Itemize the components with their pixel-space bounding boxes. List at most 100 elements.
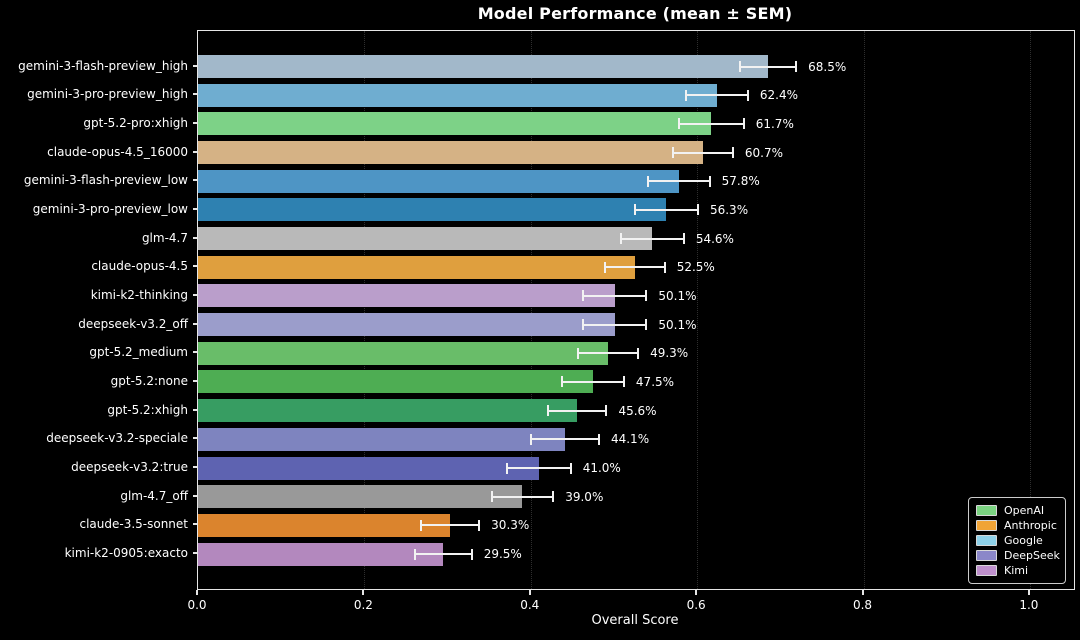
error-bar-cap-right xyxy=(746,89,749,101)
x-tick xyxy=(861,590,864,595)
error-bar-cap-left xyxy=(506,462,509,474)
error-bar xyxy=(648,180,710,183)
y-tick-label: claude-3.5-sonnet xyxy=(79,517,188,532)
error-bar xyxy=(415,553,472,556)
error-bar-cap-left xyxy=(414,548,417,560)
plot-area: 68.5% 62.4% 61.7% 60.7% 57.8% 56.3% 54.6% 52.5%… xyxy=(197,30,1075,590)
bar xyxy=(198,255,635,279)
y-tick-label: glm-4.7 xyxy=(141,230,188,245)
value-label: 30.3% xyxy=(491,518,530,533)
error-bar xyxy=(507,467,571,470)
error-bar-cap-left xyxy=(647,175,650,187)
y-tick xyxy=(193,322,197,325)
value-label: 60.7% xyxy=(744,145,784,160)
chart-title: Model Performance (mean ± SEM) xyxy=(477,4,793,23)
x-tick xyxy=(695,590,698,595)
error-bar-cap-left xyxy=(619,233,622,245)
error-bar-cap-right xyxy=(569,462,572,474)
gridline xyxy=(1029,31,1031,589)
bar xyxy=(198,112,712,136)
value-label: 45.6% xyxy=(618,403,657,418)
x-tick xyxy=(362,590,365,595)
y-tick xyxy=(193,408,197,411)
y-tick xyxy=(193,121,197,124)
gridline xyxy=(530,31,532,589)
error-bar-cap-left xyxy=(577,347,580,359)
legend-entry: Google xyxy=(976,534,1058,547)
legend-entry: Kimi xyxy=(976,564,1058,577)
error-bar xyxy=(686,94,748,97)
x-tick-label: 0.4 xyxy=(520,598,540,612)
x-tick-label: 0.0 xyxy=(187,598,207,612)
value-label: 54.6% xyxy=(695,231,734,246)
error-bar-cap-right xyxy=(682,233,685,245)
y-tick xyxy=(193,150,197,153)
error-bar xyxy=(530,438,599,441)
bar xyxy=(198,456,540,480)
bar xyxy=(198,542,444,566)
error-bar-cap-right xyxy=(795,61,798,72)
x-tick-label: 0.8 xyxy=(852,598,873,612)
value-label: 41.0% xyxy=(582,461,621,476)
bar xyxy=(198,399,578,423)
y-tick xyxy=(193,265,197,268)
error-bar xyxy=(604,266,665,269)
y-tick-label: glm-4.7_off xyxy=(120,488,188,503)
error-bar-cap-left xyxy=(672,147,675,159)
bar xyxy=(198,169,679,193)
y-tick xyxy=(193,552,197,555)
y-tick xyxy=(193,293,197,296)
error-bar-cap-left xyxy=(582,290,585,302)
error-bar-cap-right xyxy=(696,204,699,216)
y-tick-label: gpt-5.2_medium xyxy=(89,345,188,360)
y-tick xyxy=(193,437,197,440)
value-label: 68.5% xyxy=(808,59,847,74)
bar xyxy=(198,284,615,308)
error-bar xyxy=(583,323,647,326)
y-tick xyxy=(193,207,197,210)
y-tick-label: gemini-3-flash-preview_high xyxy=(18,58,188,73)
value-label: 50.1% xyxy=(658,317,697,332)
x-tick-label: 0.6 xyxy=(686,598,706,612)
gridline xyxy=(364,31,366,589)
y-tick-label: gpt-5.2:xhigh xyxy=(107,402,188,417)
y-tick-label: gpt-5.2:none xyxy=(110,373,188,388)
y-tick xyxy=(193,179,197,182)
error-bar-cap-right xyxy=(731,147,734,159)
y-tick xyxy=(193,236,197,239)
legend-swatch xyxy=(976,550,997,561)
error-bar-cap-left xyxy=(677,118,680,130)
x-tick xyxy=(1027,590,1030,595)
bar xyxy=(198,341,609,365)
error-bar-cap-right xyxy=(742,118,745,130)
error-bar-cap-left xyxy=(529,433,532,445)
legend-label: Kimi xyxy=(1004,564,1029,577)
x-axis-title: Overall Score xyxy=(591,613,679,628)
y-tick xyxy=(193,494,197,497)
y-tick xyxy=(193,93,197,96)
legend-entry: OpenAI xyxy=(976,504,1058,517)
error-bar xyxy=(673,151,733,154)
error-bar-cap-right xyxy=(605,405,608,417)
error-bar-cap-left xyxy=(738,61,741,72)
error-bar xyxy=(583,294,647,297)
value-label: 61.7% xyxy=(755,116,794,131)
error-bar xyxy=(420,524,480,527)
error-bar-cap-right xyxy=(552,491,555,503)
x-tick-label: 0.2 xyxy=(353,598,373,612)
legend-entry: DeepSeek xyxy=(976,549,1060,562)
value-label: 44.1% xyxy=(610,432,650,447)
legend-swatch xyxy=(976,520,997,531)
bar xyxy=(198,313,615,337)
error-bar xyxy=(548,409,607,412)
legend: OpenAI Anthropic Google DeepSeek Kimi xyxy=(968,497,1066,584)
bar xyxy=(198,55,768,78)
bar xyxy=(198,485,523,509)
bar xyxy=(198,370,594,394)
error-bar-cap-left xyxy=(561,376,564,388)
value-label: 47.5% xyxy=(635,374,675,389)
bar xyxy=(198,198,667,222)
error-bar xyxy=(491,495,554,498)
error-bar-cap-left xyxy=(685,89,688,101)
error-bar-cap-left xyxy=(603,261,606,273)
